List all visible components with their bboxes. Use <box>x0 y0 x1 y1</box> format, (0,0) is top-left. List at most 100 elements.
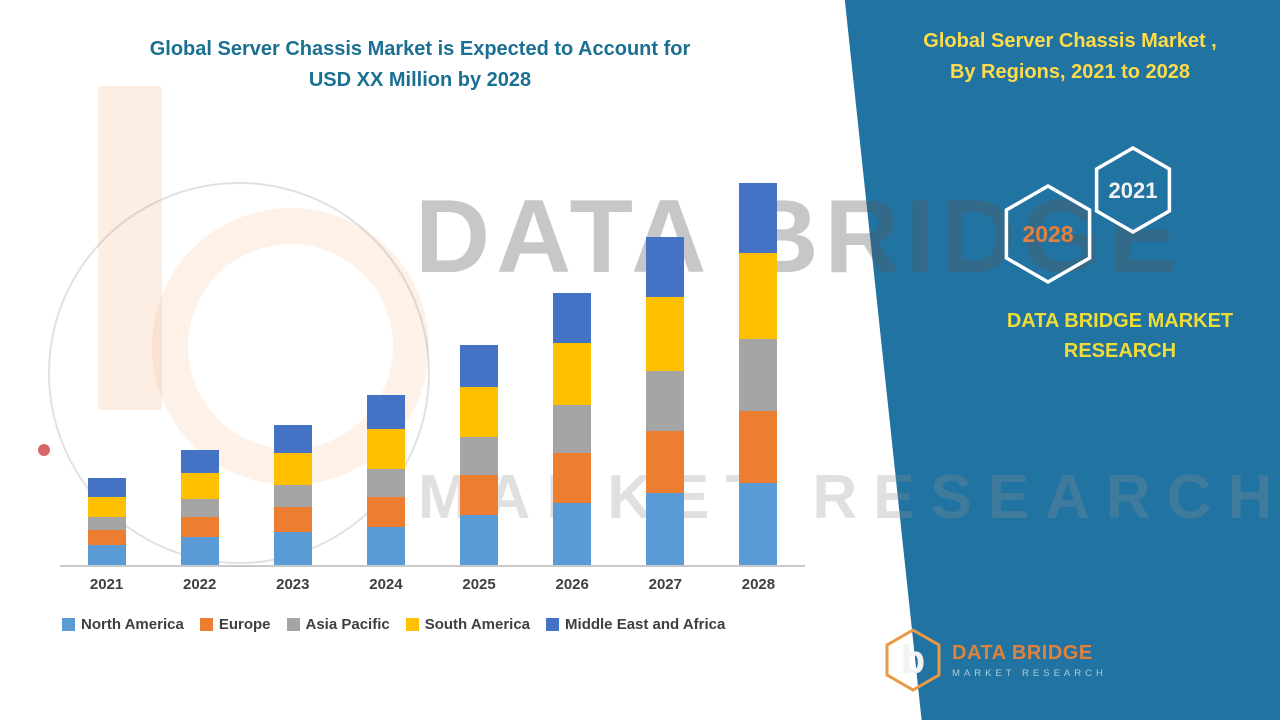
bar-segment <box>87 545 126 565</box>
x-axis-label: 2022 <box>183 576 217 593</box>
bar-segment <box>646 237 685 297</box>
bar-segment <box>366 527 405 565</box>
bar-segment <box>87 497 126 517</box>
bar-column-2021 <box>60 175 153 565</box>
year-hexagons: 2028 2021 <box>1004 146 1172 285</box>
stacked-bar-2023 <box>273 425 312 565</box>
footer-logo-monogram: b <box>901 638 925 682</box>
bar-segment <box>366 469 405 497</box>
legend-label: Europe <box>218 616 271 633</box>
footer-hexagon-outline <box>885 628 941 692</box>
bar-segment <box>180 473 219 499</box>
bar-column-2022 <box>153 175 246 565</box>
bar-segment <box>87 478 126 497</box>
hexagon-2021-outline <box>1094 146 1172 235</box>
stacked-bar-2022 <box>180 450 219 565</box>
bar-column-2028 <box>712 175 805 565</box>
bar-segment <box>180 499 219 517</box>
legend-item: Middle East and Africa <box>546 616 725 633</box>
brand-line2: RESEARCH <box>1063 340 1177 362</box>
hexagon-2021-label: 2021 <box>1109 178 1158 203</box>
watermark-circle-outline <box>48 182 430 564</box>
bar-segment <box>180 517 219 537</box>
bar-column-2027 <box>619 175 712 565</box>
legend-label: Middle East and Africa <box>565 616 726 633</box>
chart-title: Global Server Chassis Market is Expected… <box>50 34 790 96</box>
x-axis-label: 2021 <box>89 576 124 593</box>
bar-segment <box>739 253 778 339</box>
legend-item: Europe <box>199 616 271 633</box>
watermark-red-dot <box>38 444 50 456</box>
legend-swatch <box>546 618 560 631</box>
bar-segment <box>87 530 126 545</box>
bar-segment <box>553 343 592 405</box>
bar-segment <box>180 450 219 473</box>
bar-segment <box>646 371 685 431</box>
legend-label: Asia Pacific <box>305 616 390 633</box>
footer-logo-text: DATA BRIDGE MARKET RESEARCH <box>952 642 1107 679</box>
legend-swatch <box>62 618 75 631</box>
bar-segment <box>739 411 778 483</box>
bar-segment <box>460 475 499 515</box>
chart-title-line1: Global Server Chassis Market is Expected… <box>149 38 691 60</box>
footer-logo-hexagon-icon: b <box>885 628 941 692</box>
plot-area <box>60 175 805 565</box>
right-panel-title-line1: Global Server Chassis Market , <box>923 30 1217 52</box>
x-axis-label: 2023 <box>276 576 310 593</box>
bar-column-2023 <box>246 175 339 565</box>
footer-logo: b DATA BRIDGE MARKET RESEARCH <box>884 628 1107 692</box>
bar-segment <box>460 387 499 437</box>
stacked-bar-2028 <box>739 183 778 565</box>
bar-segment <box>366 497 405 527</box>
x-axis-labels: 2021 2022 2023 2024 2025 2026 2027 2028 <box>60 565 805 593</box>
x-axis-label: 2028 <box>741 576 776 593</box>
bar-segment <box>460 515 499 565</box>
legend-swatch <box>199 618 213 631</box>
bar-column-2026 <box>526 175 619 565</box>
right-panel-title: Global Server Chassis Market , By Region… <box>880 26 1260 88</box>
right-panel-title-line2: By Regions, 2021 to 2028 <box>949 61 1191 83</box>
bar-segment <box>273 532 312 565</box>
legend-swatch <box>286 618 300 631</box>
bar-segment <box>553 503 592 565</box>
hexagon-2028-label: 2028 <box>1022 221 1073 247</box>
stacked-bar-2025 <box>460 345 499 565</box>
legend-label: South America <box>424 616 531 633</box>
legend-item: South America <box>405 616 531 633</box>
bar-segment <box>366 429 405 469</box>
bar-segment <box>460 345 499 387</box>
bar-segment <box>273 485 312 507</box>
bar-segment <box>739 339 778 411</box>
bar-segment <box>87 517 126 530</box>
legend-label: North America <box>81 616 184 633</box>
watermark-databridge-text: DATA BRIDGE <box>415 179 1184 295</box>
stacked-bar-2027 <box>646 237 685 565</box>
bar-segment <box>273 425 312 453</box>
x-axis-label: 2024 <box>369 576 403 593</box>
stacked-bar-2024 <box>366 395 405 565</box>
bar-segment <box>553 293 592 343</box>
bar-segment <box>553 453 592 503</box>
bar-segment <box>646 431 685 493</box>
footer-logo-tagline: MARKET RESEARCH <box>952 667 1107 679</box>
bar-segment <box>180 537 219 565</box>
chart-title-line2: USD XX Million by 2028 <box>308 69 532 91</box>
bar-segment <box>460 437 499 475</box>
brand-line1: DATA BRIDGE MARKET <box>1006 310 1234 332</box>
bar-column-2024 <box>339 175 432 565</box>
bar-segment <box>273 453 312 485</box>
bar-segment <box>273 507 312 532</box>
legend: North America Europe Asia Pacific South Ame… <box>62 616 725 633</box>
bar-column-2025 <box>433 175 526 565</box>
hexagon-2028-outline <box>1004 183 1092 285</box>
stacked-bar-2026 <box>553 293 592 565</box>
legend-swatch <box>405 618 419 631</box>
bar-segment <box>646 493 685 565</box>
bar-segment <box>739 183 778 253</box>
brand-name: DATA BRIDGE MARKET RESEARCH <box>950 306 1280 366</box>
legend-item: North America <box>62 616 184 633</box>
x-axis-label: 2026 <box>555 576 589 593</box>
bar-segment <box>366 395 405 429</box>
